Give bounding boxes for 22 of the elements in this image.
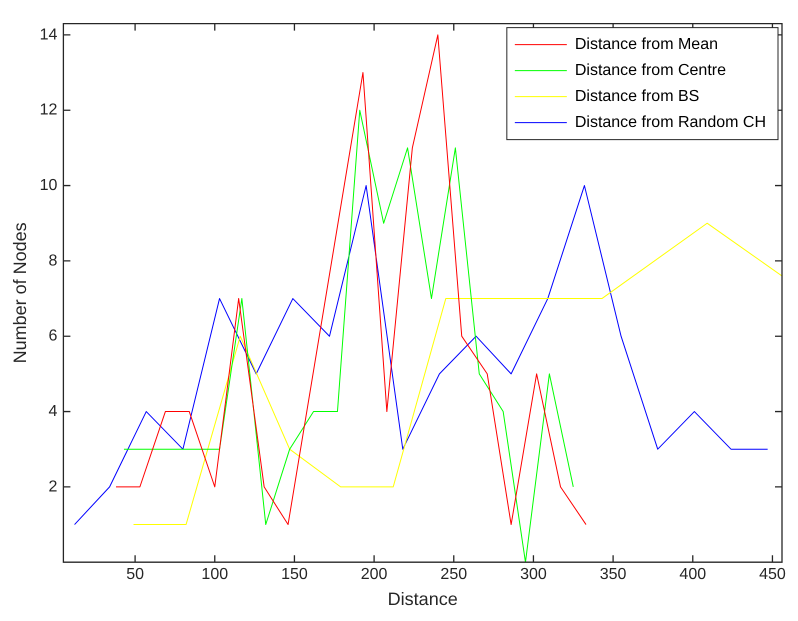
y-axis-title: Number of Nodes [10,222,30,364]
y-tick-label: 6 [48,328,58,345]
y-tick-label: 8 [48,252,58,270]
legend-label: Distance from Mean [574,36,718,54]
y-tick-label: 14 [40,26,58,44]
x-tick-label: 150 [281,566,308,584]
x-tick-label: 300 [520,566,547,584]
x-tick-label: 450 [759,566,786,584]
legend-label: Distance from BS [574,88,700,106]
x-tick-label: 250 [440,566,468,584]
x-tick-label: 50 [126,566,144,584]
y-tick-label: 12 [40,102,58,119]
x-tick-label: 200 [360,566,388,584]
y-tick-label: 2 [48,478,58,496]
x-axis-title: Distance [388,589,458,610]
x-tick-label: 400 [679,566,706,584]
legend-label: Distance from Centre [574,62,726,80]
x-tick-label: 350 [600,566,627,584]
y-tick-label: 10 [40,176,58,194]
legend-label: Distance from Random CH [574,114,766,132]
y-tick-label: 4 [48,402,58,420]
x-tick-label: 100 [201,566,228,584]
